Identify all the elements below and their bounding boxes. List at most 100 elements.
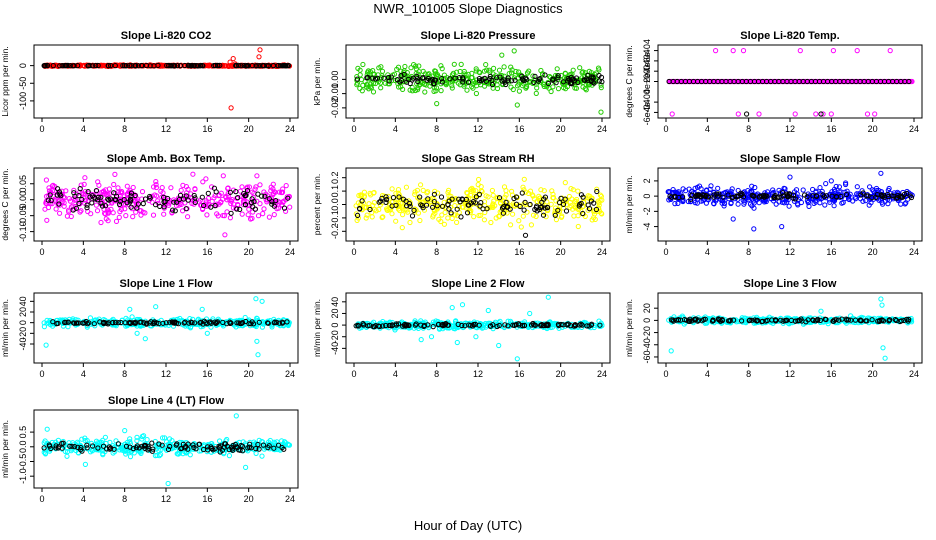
x-tick-label: 4 — [81, 247, 86, 257]
x-tick-label: 16 — [826, 369, 836, 379]
x-tick-label: 4 — [705, 124, 710, 134]
data-point — [218, 190, 224, 196]
data-point — [494, 75, 500, 81]
data-point — [398, 73, 404, 79]
data-point — [542, 72, 548, 78]
x-tick-label: 8 — [434, 124, 439, 134]
data-point — [800, 187, 806, 193]
data-point — [380, 214, 386, 220]
panel-title: Slope Li-820 Pressure — [421, 30, 536, 42]
data-point — [170, 207, 176, 213]
panel-points — [42, 171, 293, 238]
data-point — [191, 192, 197, 199]
data-point — [384, 206, 390, 212]
data-point — [520, 184, 526, 190]
data-point — [192, 186, 198, 192]
data-point — [909, 78, 915, 85]
data-point — [94, 208, 101, 214]
data-point — [405, 76, 411, 83]
data-point — [863, 198, 869, 204]
panel-title: Slope Line 1 Flow — [120, 278, 213, 290]
data-point — [485, 307, 491, 314]
data-point — [244, 184, 250, 190]
data-point — [503, 81, 509, 88]
data-point — [906, 78, 912, 85]
data-point — [124, 183, 130, 189]
x-tick-label: 0 — [663, 369, 668, 379]
data-point — [359, 206, 365, 212]
data-point — [864, 111, 871, 117]
data-point — [77, 209, 83, 215]
data-point — [449, 305, 455, 311]
data-point — [570, 187, 576, 193]
data-point — [140, 201, 146, 207]
data-point — [473, 334, 479, 340]
data-point — [354, 76, 360, 82]
data-point — [259, 193, 265, 199]
data-point — [139, 189, 146, 195]
x-tick-label: 24 — [285, 247, 295, 257]
data-point — [237, 206, 243, 212]
data-point — [449, 85, 455, 91]
data-point — [142, 196, 149, 202]
data-point — [113, 197, 119, 203]
data-point — [393, 218, 399, 224]
data-point — [409, 84, 415, 91]
data-point — [121, 197, 127, 203]
data-point — [254, 338, 260, 344]
data-point — [127, 306, 133, 312]
data-point — [400, 212, 406, 218]
data-point — [105, 207, 111, 213]
data-point — [367, 84, 373, 90]
data-point — [454, 339, 460, 346]
data-point — [105, 63, 111, 69]
x-tick-label: 8 — [746, 247, 751, 257]
data-point — [358, 192, 364, 198]
panel-title: Slope Line 4 (LT) Flow — [108, 395, 224, 407]
data-point — [756, 111, 762, 117]
x-tick-label: 20 — [868, 369, 878, 379]
data-point — [473, 66, 479, 72]
data-point — [487, 73, 493, 79]
data-point — [516, 218, 522, 224]
data-point — [818, 111, 824, 117]
data-point — [235, 195, 241, 201]
panel-points — [666, 48, 915, 117]
data-point — [228, 210, 234, 216]
data-point — [486, 67, 492, 73]
data-point — [190, 171, 196, 177]
data-point — [538, 67, 544, 74]
x-tick-label: 20 — [244, 124, 254, 134]
data-point — [485, 194, 491, 200]
data-point — [262, 193, 268, 199]
data-point — [273, 198, 279, 204]
data-point — [111, 190, 117, 196]
panel-ylabel: ml/min per min. — [0, 299, 10, 357]
y-tick-label: -20 — [642, 326, 652, 339]
data-point — [244, 188, 251, 194]
data-point — [245, 202, 251, 208]
data-point — [490, 201, 496, 207]
data-point — [409, 213, 416, 219]
data-point — [823, 181, 829, 187]
data-point — [414, 76, 420, 82]
data-point — [254, 173, 260, 179]
y-tick-label: 20 — [18, 307, 28, 317]
data-point — [71, 190, 77, 196]
x-tick-label: 24 — [285, 369, 295, 379]
panel-points — [666, 296, 915, 361]
data-point — [786, 203, 792, 209]
data-point — [253, 63, 259, 69]
y-tick-label: 6e-04 — [642, 39, 652, 62]
data-point — [374, 75, 381, 81]
x-tick-label: 4 — [705, 369, 710, 379]
data-point — [516, 69, 522, 75]
data-point — [416, 63, 422, 69]
data-point — [735, 201, 741, 207]
y-tick-label: -40 — [330, 342, 340, 355]
data-point — [199, 62, 205, 69]
data-point — [64, 213, 71, 219]
data-point — [56, 201, 62, 207]
data-point — [64, 453, 70, 459]
data-point — [502, 79, 508, 85]
